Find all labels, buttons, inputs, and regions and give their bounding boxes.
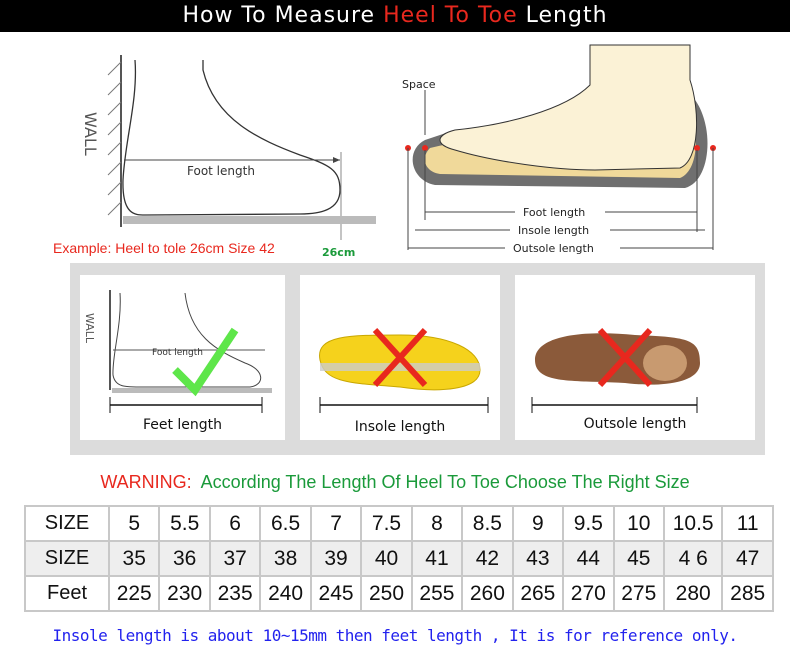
foot-length-label: Foot length — [523, 206, 585, 219]
row-header: SIZE — [24, 540, 110, 577]
shoe-cross-section: Space Foot length Insole length Outsole … — [402, 44, 716, 255]
outsole-illustration — [531, 327, 700, 413]
table-cell: 240 — [259, 575, 312, 612]
card-feet-length: Foot length WALL Feet length — [80, 275, 285, 440]
footer-note: Insole length is about 10~15mm then feet… — [52, 626, 738, 645]
example-text: Example: Heel to tole 26cm Size 42 — [53, 240, 275, 256]
x-icon — [597, 327, 653, 388]
insole-illustration — [319, 327, 489, 413]
wall-label: WALL — [81, 112, 100, 156]
row-header: Feet — [24, 575, 110, 612]
table-cell: 36 — [158, 540, 211, 577]
foot-illustration: Foot length WALL — [83, 290, 272, 413]
table-cell: 270 — [562, 575, 615, 612]
table-cell: 5.5 — [158, 505, 211, 542]
card-caption: Outsole length — [583, 416, 687, 432]
table-row: SIZE 35 36 37 38 39 40 41 42 43 44 45 4 6 47 — [24, 540, 774, 577]
wall-label: WALL — [83, 313, 96, 344]
table-cell: 235 — [208, 575, 262, 612]
foot-length-label: Foot length — [187, 164, 255, 178]
table-cell: 260 — [461, 575, 514, 612]
table-cell: 275 — [612, 575, 665, 612]
table-cell: 40 — [360, 540, 413, 577]
table-cell: 9 — [511, 505, 565, 542]
table-cell: 44 — [562, 540, 615, 577]
table-cell: 42 — [461, 540, 514, 577]
insole-length-label: Insole length — [518, 224, 589, 237]
warning-line: WARNING: According The Length Of Heel To… — [100, 472, 690, 492]
foot-wall-illustration: Foot length WALL — [81, 55, 376, 240]
table-cell: 10 — [612, 505, 665, 542]
outsole-length-label: Outsole length — [513, 242, 594, 255]
table-row: Feet 225 230 235 240 245 250 255 260 265 270 275 280… — [24, 575, 774, 612]
table-cell: 280 — [662, 575, 724, 612]
table-cell: 8.5 — [461, 505, 514, 542]
table-cell: 250 — [360, 575, 413, 612]
table-cell: 9.5 — [562, 505, 615, 542]
space-label: Space — [402, 78, 436, 91]
table-cell: 47 — [721, 540, 774, 577]
table-cell: 285 — [721, 575, 774, 612]
table-cell: 4 6 — [662, 540, 724, 577]
table-cell: 6.5 — [259, 505, 312, 542]
comparison-panel: Foot length WALL Feet length Insole leng… — [70, 263, 765, 455]
table-cell: 230 — [158, 575, 211, 612]
table-cell: 37 — [208, 540, 262, 577]
table-cell: 255 — [410, 575, 464, 612]
table-row: SIZE 5 5.5 6 6.5 7 7.5 8 8.5 9 9.5 10 10.5 11 — [24, 505, 774, 542]
table-cell: 7.5 — [360, 505, 413, 542]
size-table: SIZE 5 5.5 6 6.5 7 7.5 8 8.5 9 9.5 10 10.5 11 SIZE 35 36… — [24, 505, 774, 612]
inner-foot-length: Foot length — [152, 348, 203, 358]
table-cell: 39 — [309, 540, 363, 577]
page-title: How To Measure Heel To Toe Length — [0, 0, 790, 32]
table-cell: 6 — [208, 505, 262, 542]
table-cell: 7 — [309, 505, 363, 542]
table-cell: 11 — [721, 505, 774, 542]
mark-26cm: 26cm — [322, 246, 356, 259]
card-outsole-length: Outsole length — [515, 275, 755, 440]
x-icon — [372, 327, 428, 388]
row-header: SIZE — [24, 505, 110, 542]
table-cell: 245 — [309, 575, 363, 612]
table-cell: 35 — [107, 540, 161, 577]
card-caption: Feet length — [142, 417, 223, 433]
table-cell: 45 — [612, 540, 665, 577]
check-icon — [172, 327, 239, 397]
table-cell: 43 — [511, 540, 565, 577]
table-cell: 41 — [410, 540, 464, 577]
card-caption: Insole length — [354, 419, 446, 435]
table-cell: 10.5 — [662, 505, 724, 542]
card-insole-length: Insole length — [300, 275, 500, 440]
table-cell: 265 — [511, 575, 565, 612]
table-cell: 225 — [107, 575, 161, 612]
table-cell: 5 — [107, 505, 161, 542]
table-cell: 8 — [410, 505, 464, 542]
table-cell: 38 — [259, 540, 312, 577]
